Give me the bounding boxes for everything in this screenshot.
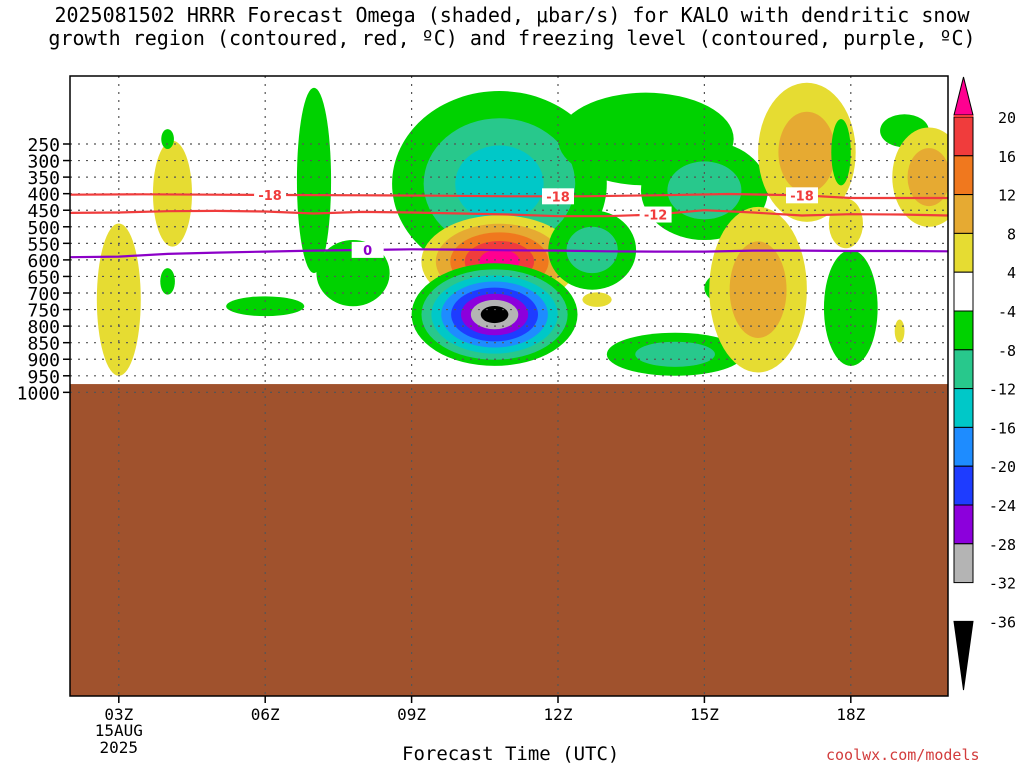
colorbar-band-6 bbox=[953, 349, 974, 390]
y-tick-label-450: 450 bbox=[27, 201, 60, 222]
contour-label-bg-0-2 bbox=[786, 187, 818, 204]
colorbar-band-7 bbox=[953, 388, 974, 428]
colorbar: 20 16 12 8 4 -4 -8 -12 -16 -20 -24 -28 -32 -36 bbox=[953, 76, 1016, 691]
omega-region-4-level-0 bbox=[226, 296, 305, 317]
omega-region-9-level-7 bbox=[480, 305, 509, 324]
contour-label-bg-0-1 bbox=[542, 188, 574, 205]
colorbar-band-5 bbox=[953, 310, 974, 351]
colorbar-label-11: -28 bbox=[989, 536, 1016, 554]
omega-region-12-level-1 bbox=[635, 341, 715, 367]
y-tick-label-650: 650 bbox=[27, 267, 60, 288]
colorbar-label-12: -32 bbox=[989, 575, 1016, 593]
omega-region-19-level-0 bbox=[828, 198, 863, 249]
colorbar-band-4 bbox=[953, 271, 974, 312]
title-line-2: growth region (contoured, red, ºC) and f… bbox=[48, 26, 976, 50]
colorbar-band-9 bbox=[953, 465, 974, 506]
watermark: coolwx.com/models bbox=[826, 746, 980, 764]
y-tick-label-750: 750 bbox=[27, 301, 60, 322]
plot-frame bbox=[69, 75, 949, 697]
contour-label-0-2: -18 bbox=[790, 189, 814, 204]
omega-region-3-level-0 bbox=[160, 268, 175, 295]
omega-region-17-level-1 bbox=[778, 111, 836, 193]
x-axis-label: Forecast Time (UTC) bbox=[402, 743, 620, 765]
title-line-1: 2025081502 HRRR Forecast Omega (shaded, … bbox=[54, 3, 970, 27]
colorbar-label-10: -24 bbox=[989, 497, 1016, 515]
x-tick-label-12Z: 12Z bbox=[544, 705, 573, 724]
omega-region-5-level-0 bbox=[296, 87, 332, 274]
contour-line-2 bbox=[70, 248, 948, 259]
colorbar-band-0 bbox=[953, 116, 974, 157]
colorbar-band-3 bbox=[953, 232, 974, 273]
ground-fill bbox=[70, 384, 948, 696]
omega-region-2-level-0 bbox=[161, 129, 174, 149]
y-tick-label-900: 900 bbox=[27, 350, 60, 371]
contour-lines: -18 -18 -18 -12 0 bbox=[70, 186, 948, 259]
contour-line-0 bbox=[70, 192, 948, 200]
omega-region-14-level-1 bbox=[667, 161, 742, 220]
x-tick-label-15Z: 15Z bbox=[690, 705, 719, 724]
colorbar-label-0: 20 bbox=[998, 109, 1016, 127]
colorbar-band-8 bbox=[953, 426, 974, 467]
chart-title: 2025081502 HRRR Forecast Omega (shaded, … bbox=[0, 4, 1024, 50]
y-tick-label-850: 850 bbox=[27, 334, 60, 355]
contour-line-1 bbox=[70, 209, 948, 218]
contour-label-bg-1-0 bbox=[639, 206, 672, 223]
y-tick-label-400: 400 bbox=[27, 185, 60, 206]
colorbar-label-8: -16 bbox=[989, 419, 1016, 437]
colorbar-band-1 bbox=[953, 155, 974, 196]
colorbar-label-6: -8 bbox=[998, 342, 1016, 360]
contour-label-0-0: -18 bbox=[258, 189, 282, 204]
colorbar-label-5: -4 bbox=[998, 303, 1016, 321]
colorbar-band-2 bbox=[953, 194, 974, 234]
colorbar-label-3: 8 bbox=[1007, 225, 1016, 243]
colorbar-label-4: 4 bbox=[1007, 264, 1016, 282]
y-tick-label-700: 700 bbox=[27, 284, 60, 305]
y-tick-label-1000: 1000 bbox=[17, 383, 60, 404]
omega-region-18-level-0 bbox=[831, 119, 851, 186]
colorbar-label-13: -36 bbox=[989, 613, 1016, 631]
x-tick-sublabel-1: 2025 bbox=[100, 738, 139, 757]
y-tick-label-500: 500 bbox=[27, 218, 60, 239]
omega-region-16-level-1 bbox=[729, 241, 787, 338]
x-tick-label-18Z: 18Z bbox=[836, 705, 865, 724]
y-tick-label-550: 550 bbox=[27, 234, 60, 255]
colorbar-band-top bbox=[954, 115, 973, 117]
ground-layer bbox=[70, 384, 948, 696]
contour-label-bg-2-0 bbox=[351, 241, 384, 258]
omega-region-23-level-0 bbox=[894, 319, 905, 343]
omega-region-20-level-0 bbox=[823, 249, 878, 366]
y-tick-label-350: 350 bbox=[27, 168, 60, 189]
omega-region-10-level-1 bbox=[566, 226, 618, 274]
y-tick-label-600: 600 bbox=[27, 251, 60, 272]
y-tick-label-250: 250 bbox=[27, 135, 60, 156]
y-axis-ticks: 2503003504004505005506006507007508008509… bbox=[17, 135, 70, 404]
colorbar-band-10 bbox=[953, 504, 974, 545]
colorbar-label-7: -12 bbox=[989, 381, 1016, 399]
y-tick-label-300: 300 bbox=[27, 152, 60, 173]
x-tick-sublabel-0: 15AUG bbox=[95, 721, 143, 740]
contour-label-0-1: -18 bbox=[546, 190, 570, 205]
colorbar-label-2: 12 bbox=[998, 187, 1016, 205]
colorbar-band-11 bbox=[953, 543, 974, 584]
omega-region-0-level-0 bbox=[96, 223, 141, 376]
x-tick-label-03Z: 03Z bbox=[104, 705, 133, 724]
contour-label-1-0: -12 bbox=[644, 209, 668, 224]
colorbar-label-1: 16 bbox=[998, 148, 1016, 166]
omega-region-11-level-0 bbox=[582, 292, 612, 307]
x-tick-label-09Z: 09Z bbox=[397, 705, 426, 724]
contour-label-bg-0-0 bbox=[254, 186, 287, 203]
colorbar-top-triangle bbox=[953, 76, 974, 116]
y-tick-label-950: 950 bbox=[27, 367, 60, 388]
omega-region-7-level-2 bbox=[455, 145, 544, 222]
contour-label-2-0: 0 bbox=[363, 244, 372, 259]
colorbar-bottom-triangle bbox=[953, 620, 974, 691]
y-tick-label-800: 800 bbox=[27, 317, 60, 338]
x-tick-label-06Z: 06Z bbox=[251, 705, 280, 724]
colorbar-label-9: -20 bbox=[989, 458, 1016, 476]
